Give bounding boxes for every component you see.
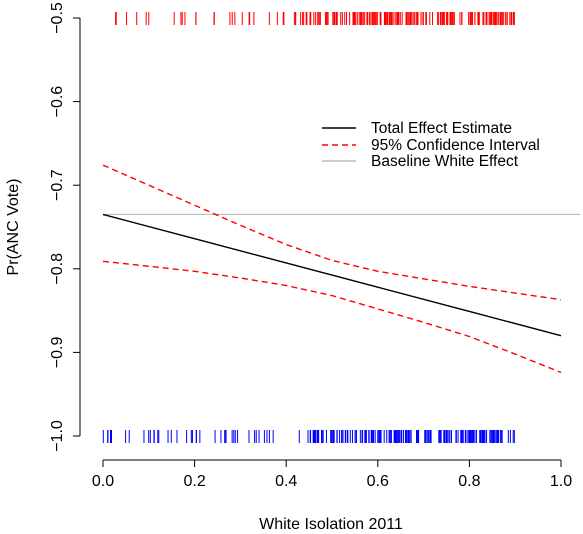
x-tick-label: 0.2 xyxy=(183,473,205,490)
y-tick-label: −0.7 xyxy=(49,169,66,201)
y-axis-label: Pr(ANC Vote) xyxy=(5,179,22,276)
rug-top xyxy=(115,12,515,25)
y-tick-label: −1.0 xyxy=(49,420,66,452)
y-tick-label: −0.5 xyxy=(49,2,66,34)
y-tick-label: −0.9 xyxy=(49,337,66,369)
y-tick-label: −0.8 xyxy=(49,253,66,285)
y-tick-label: −0.6 xyxy=(49,86,66,118)
ci-lower-line xyxy=(102,260,562,374)
rug-bottom xyxy=(102,430,515,443)
legend-label-total-effect: Total Effect Estimate xyxy=(371,120,512,137)
x-tick-label: 1.0 xyxy=(550,473,572,490)
x-tick-label: 0.0 xyxy=(92,473,114,490)
x-tick-label: 0.8 xyxy=(458,473,480,490)
x-tick-label: 0.4 xyxy=(275,473,297,490)
legend-label-confidence-interval: 95% Confidence Interval xyxy=(371,137,540,154)
legend-label-baseline: Baseline White Effect xyxy=(371,153,519,170)
x-axis-label: White Isolation 2011 xyxy=(259,516,403,533)
x-tick-label: 0.6 xyxy=(367,473,389,490)
estimate-line xyxy=(102,213,562,337)
axes-layer: 0.0 0.2 0.4 0.6 0.8 1.0 −1.0 −0.9 −0.8 −0.7 −0.6 −0… xyxy=(49,2,572,490)
legend: Total Effect Estimate 95% Confidence Int… xyxy=(322,120,540,170)
series-layer xyxy=(102,164,580,374)
ci-upper-line xyxy=(102,164,562,301)
